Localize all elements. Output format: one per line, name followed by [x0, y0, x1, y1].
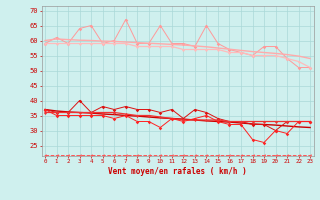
X-axis label: Vent moyen/en rafales ( km/h ): Vent moyen/en rafales ( km/h ): [108, 167, 247, 176]
